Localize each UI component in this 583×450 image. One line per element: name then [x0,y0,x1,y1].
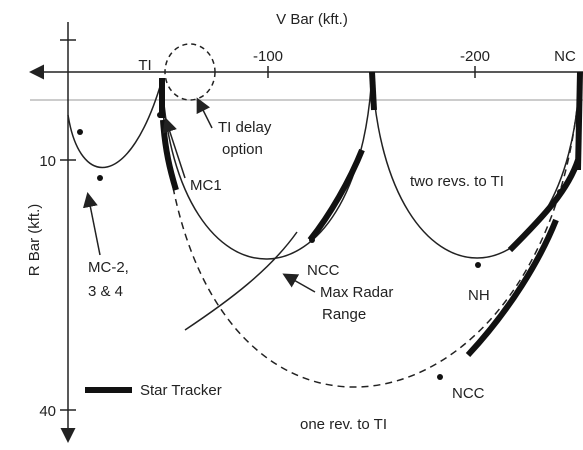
legend-label: Star Tracker [140,382,222,399]
label: NCC [452,385,485,402]
label: TI delay [218,119,272,136]
x-axis-label: V Bar (kft.) [276,11,348,28]
x-tick-label: -100 [253,48,283,65]
pointer-arrows [82,97,316,293]
x-tick-label: -200 [460,48,490,65]
label: NCC [307,262,340,279]
y-axis-label: R Bar (kft.) [26,204,43,277]
label: 3 & 4 [88,283,123,300]
one-rev-arc [161,71,581,388]
dots [77,112,563,380]
label: one rev. to TI [300,416,387,433]
y-tick-label: 10 [39,153,56,170]
delay-ellipse [164,43,216,101]
mc-arc [67,79,163,169]
label: TI [138,57,151,74]
max-radar-line [184,231,298,331]
label: two revs. to TI [410,173,504,190]
y-tick-label: 40 [39,403,56,420]
label: MC-2, [88,259,129,276]
label: NH [468,287,490,304]
label: MC1 [190,177,222,194]
label: option [222,141,263,158]
label: Range [322,306,366,323]
label: NC [554,48,576,65]
nh-arc [371,71,581,259]
label: Max Radar [320,284,393,301]
ticks [60,39,476,411]
star-tracker-segments [85,71,583,393]
